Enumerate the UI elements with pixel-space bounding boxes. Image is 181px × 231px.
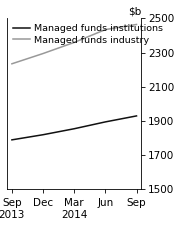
Text: $b: $b (128, 7, 141, 17)
Legend: Managed funds institutions, Managed funds industry: Managed funds institutions, Managed fund… (12, 23, 164, 46)
